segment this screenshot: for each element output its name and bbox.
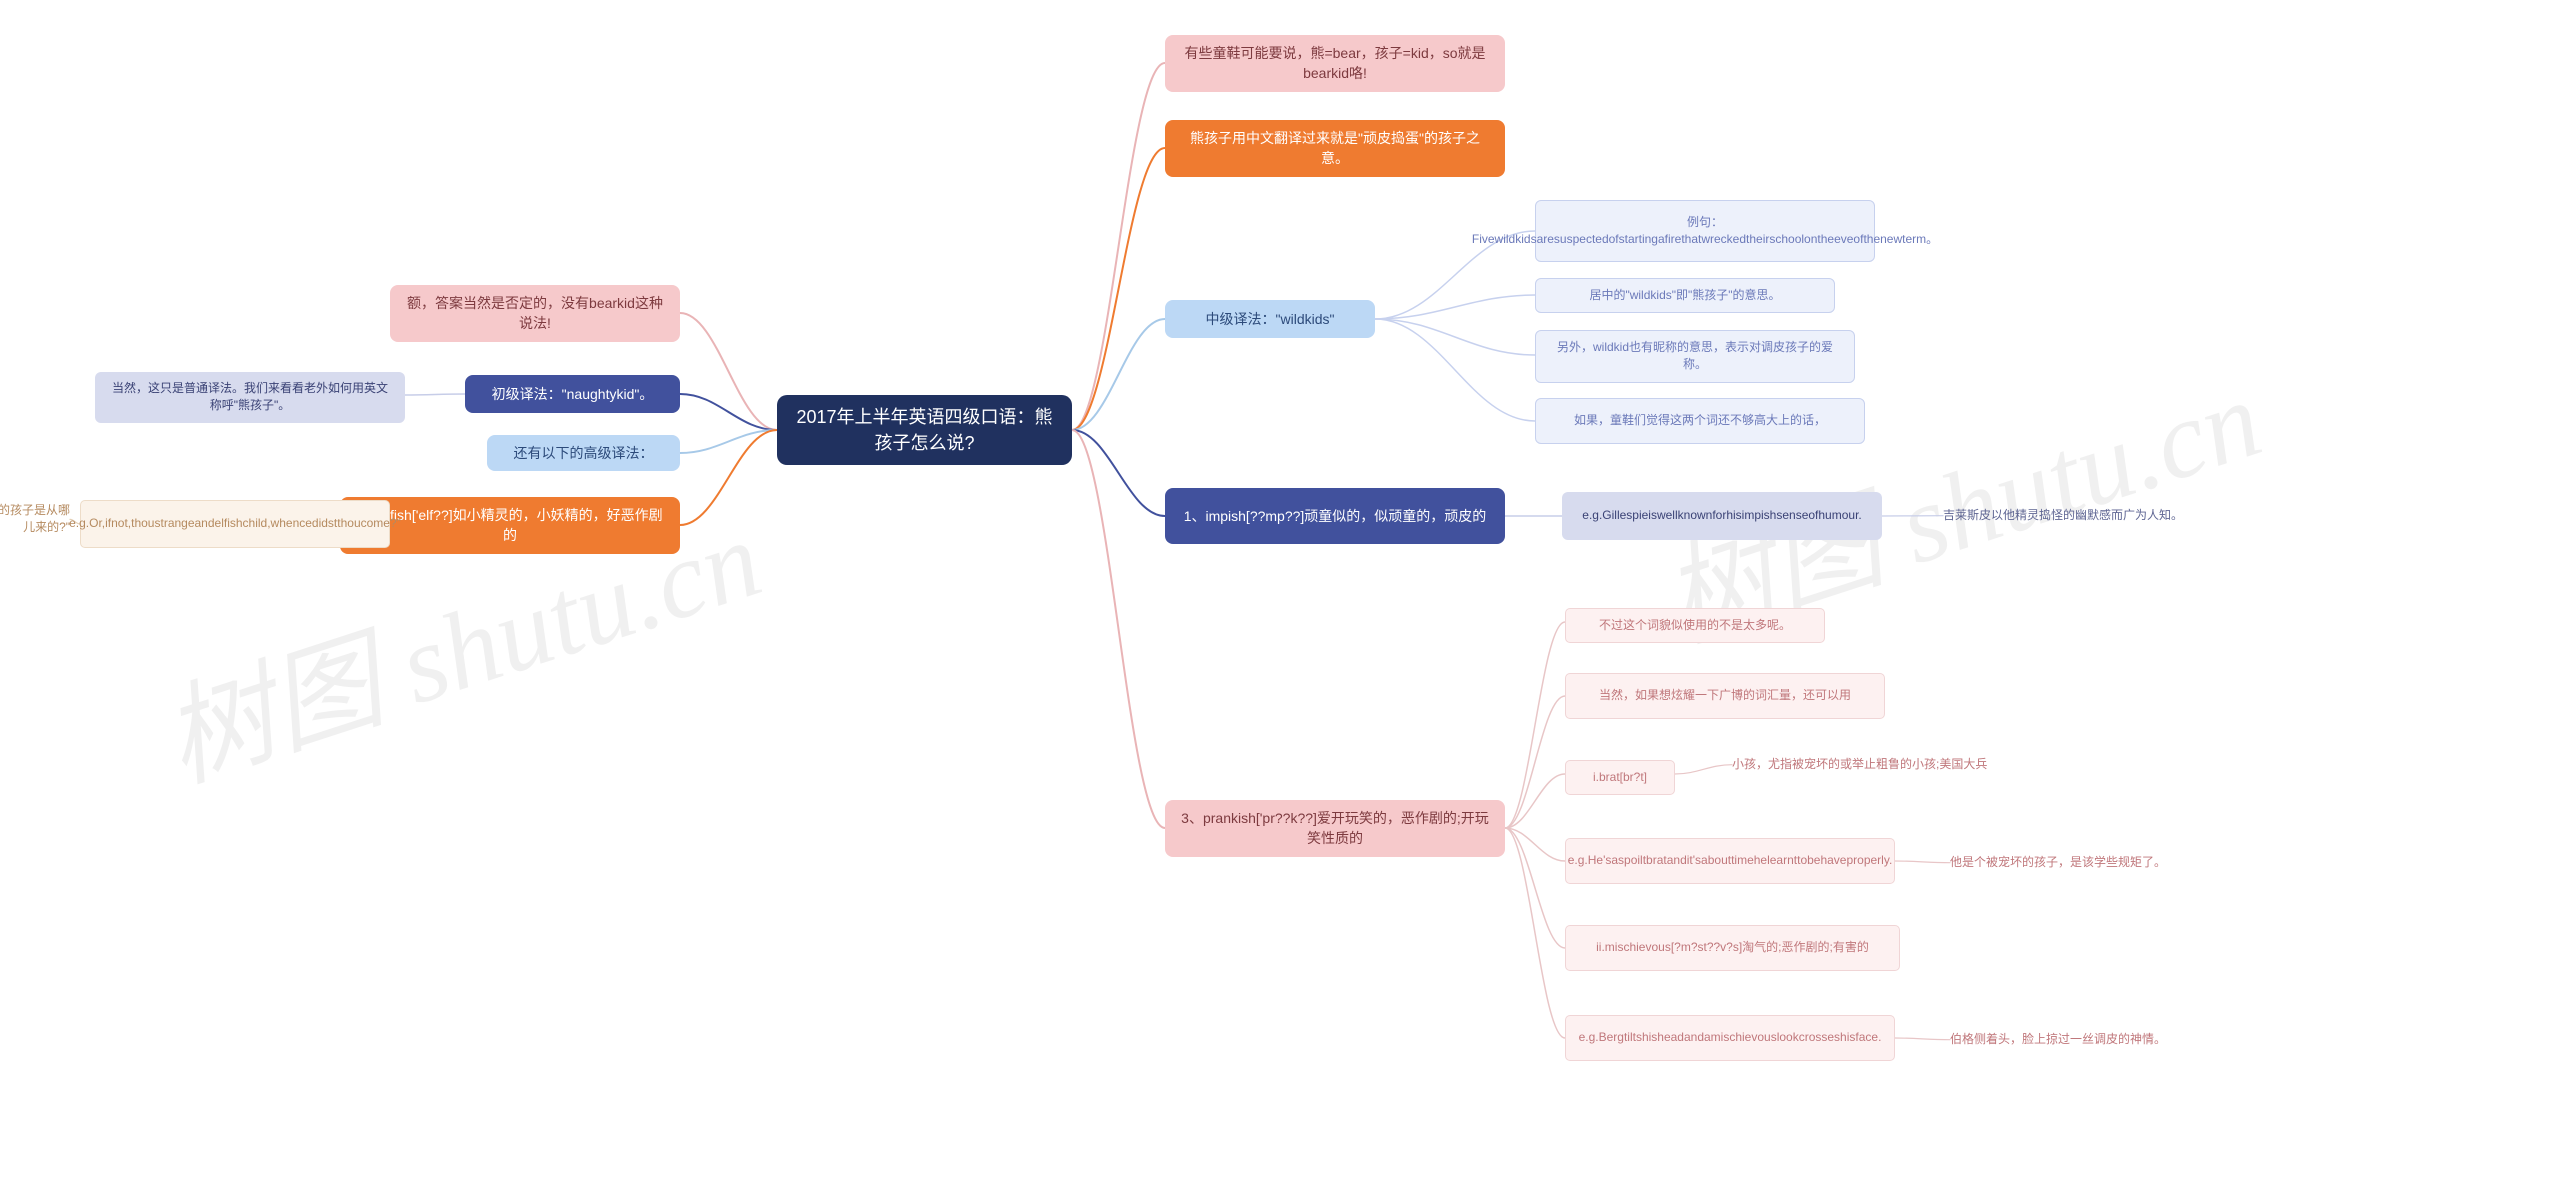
leaf-elfish_trans: 要不是这样,你这个怪里怪气的小妖精似的孩子是从哪儿来的?" — [0, 502, 70, 537]
node-l_nobear: 额，答案当然是否定的，没有bearkid这种说法! — [390, 285, 680, 342]
node-l_advanced: 还有以下的高级译法： — [487, 435, 680, 471]
node-r_impish: 1、impish[??mp??]顽童似的，似顽童的，顽皮的 — [1165, 488, 1505, 544]
node-l_naughty: 初级译法："naughtykid"。 — [465, 375, 680, 413]
node-elfish_eg: e.g.Or,ifnot,thoustrangeandelfishchild,w… — [80, 500, 390, 548]
node-r_prankish: 3、prankish['pr??k??]爱开玩笑的，恶作剧的;开玩笑性质的 — [1165, 800, 1505, 857]
leaf-berg_trans: 伯格侧着头，脸上掠过一丝调皮的神情。 — [1950, 1031, 2166, 1048]
node-prank_4: e.g.He'saspoiltbratandit'sabouttimehelea… — [1565, 838, 1895, 884]
node-wild_3: 另外，wildkid也有昵称的意思，表示对调皮孩子的爱称。 — [1535, 330, 1855, 383]
node-impish_eg: e.g.Gillespieiswellknownforhisimpishsens… — [1562, 492, 1882, 540]
node-naughty_note: 当然，这只是普通译法。我们来看看老外如何用英文称呼"熊孩子"。 — [95, 372, 405, 423]
leaf-spoilt_trans: 他是个被宠坏的孩子，是该学些规矩了。 — [1950, 854, 2166, 871]
node-prank_2: 当然，如果想炫耀一下广博的词汇量，还可以用 — [1565, 673, 1885, 719]
node-wild_2: 居中的"wildkids"即"熊孩子"的意思。 — [1535, 278, 1835, 313]
node-wild_1: 例句：Fivewildkidsaresuspectedofstartingafi… — [1535, 200, 1875, 262]
node-prank_3: i.brat[br?t] — [1565, 760, 1675, 795]
node-wild_4: 如果，童鞋们觉得这两个词还不够高大上的话， — [1535, 398, 1865, 444]
node-prank_1: 不过这个词貌似使用的不是太多呢。 — [1565, 608, 1825, 643]
node-prank_5: ii.mischievous[?m?st??v?s]淘气的;恶作剧的;有害的 — [1565, 925, 1900, 971]
node-root: 2017年上半年英语四级口语：熊孩子怎么说? — [777, 395, 1072, 465]
leaf-impish_trans: 吉莱斯皮以他精灵捣怪的幽默感而广为人知。 — [1943, 507, 2183, 524]
node-prank_6: e.g.Bergtiltshisheadandamischievouslookc… — [1565, 1015, 1895, 1061]
mindmap-links — [0, 0, 2560, 1182]
node-r_wildkids: 中级译法："wildkids" — [1165, 300, 1375, 338]
leaf-brat_trans: 小孩，尤指被宠坏的或举止粗鲁的小孩;美国大兵 — [1732, 756, 2032, 773]
node-r_meaning: 熊孩子用中文翻译过来就是"顽皮捣蛋"的孩子之意。 — [1165, 120, 1505, 177]
node-r_bearkid: 有些童鞋可能要说，熊=bear，孩子=kid，so就是bearkid咯! — [1165, 35, 1505, 92]
